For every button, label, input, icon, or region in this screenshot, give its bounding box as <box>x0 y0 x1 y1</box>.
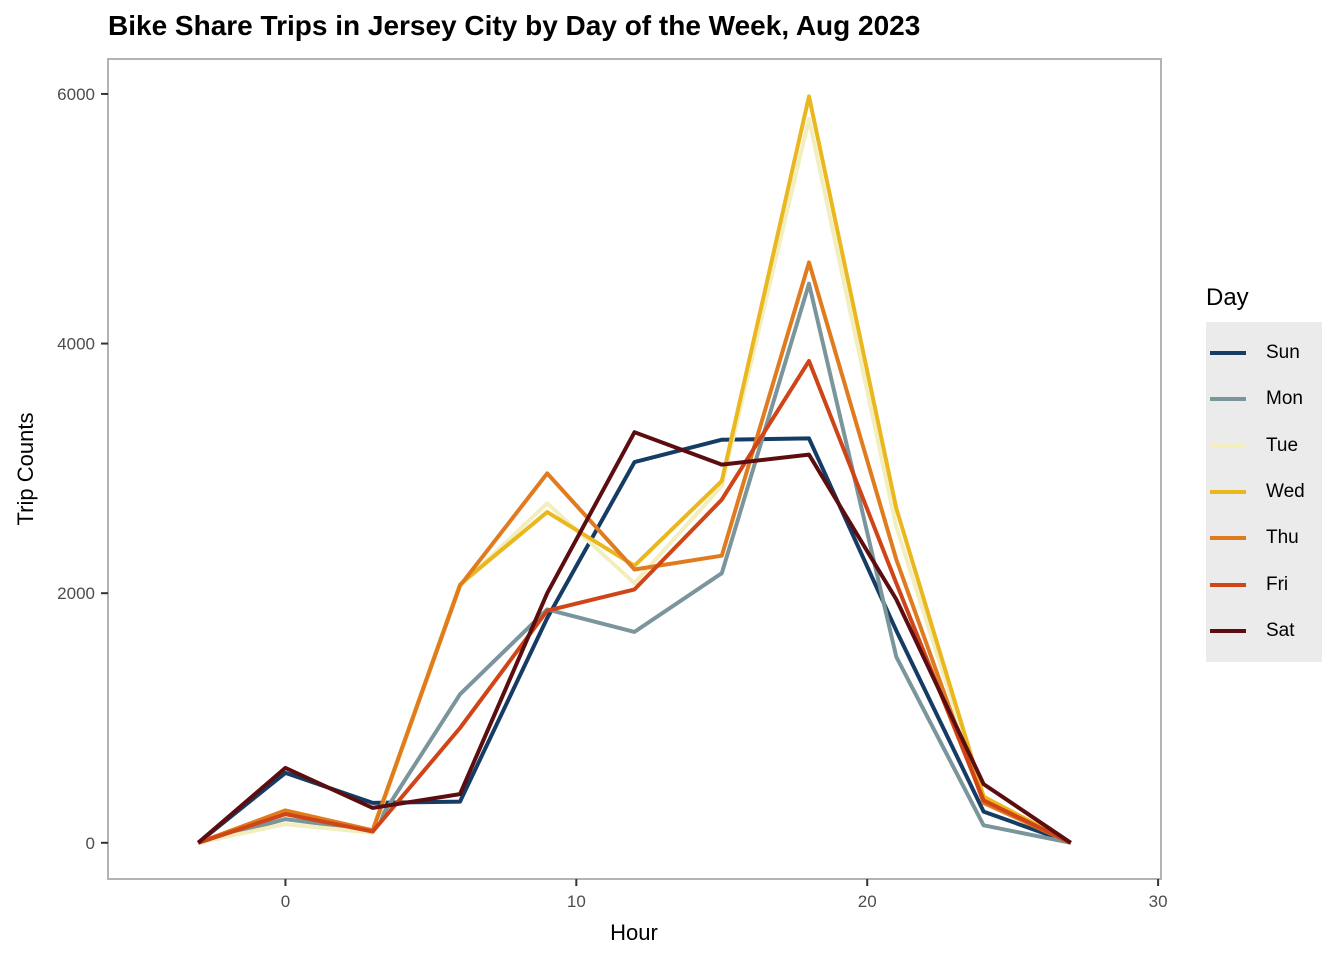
legend-label: Thu <box>1266 527 1299 549</box>
legend-item-sat: Sat <box>1206 608 1322 654</box>
legend-item-tue: Tue <box>1206 423 1322 469</box>
x-axis: 0 10 20 30 <box>281 879 1168 911</box>
series-line-thu <box>197 260 1072 845</box>
y-tick-label: 4000 <box>57 335 95 354</box>
y-axis: 0 2000 4000 6000 <box>57 85 108 853</box>
y-axis-title: Trip Counts <box>13 413 38 526</box>
x-tick-label: 30 <box>1149 892 1168 911</box>
legend-label: Fri <box>1266 573 1289 595</box>
legend-swatch <box>1210 536 1246 541</box>
x-tick-label: 20 <box>858 892 877 911</box>
legend-swatch <box>1210 628 1246 633</box>
legend-title: Day <box>1206 284 1249 311</box>
legend-label: Mon <box>1266 388 1303 410</box>
legend-item-fri: Fri <box>1206 561 1322 607</box>
legend-item-sun: Sun <box>1206 330 1322 376</box>
y-tick-label: 0 <box>86 834 95 853</box>
y-tick-label: 6000 <box>57 85 95 104</box>
series-line-fri <box>197 359 1072 845</box>
legend-keys: Sun Mon Tue Wed Thu Fri Sat <box>1206 322 1322 663</box>
legend-swatch <box>1210 443 1246 448</box>
series-line-sat <box>196 430 1072 845</box>
legend-item-mon: Mon <box>1206 376 1322 422</box>
y-tick-label: 2000 <box>57 584 95 603</box>
legend-swatch <box>1210 397 1246 402</box>
legend-item-wed: Wed <box>1206 469 1322 515</box>
x-tick-label: 0 <box>281 892 290 911</box>
x-tick-label: 10 <box>567 892 586 911</box>
legend-swatch <box>1210 351 1246 356</box>
legend: Day Sun Mon Tue Wed Thu Fri Sat <box>1206 284 1322 663</box>
legend-label: Sat <box>1266 619 1295 641</box>
plot-panel <box>107 58 1162 880</box>
chart-title: Bike Share Trips in Jersey City by Day o… <box>108 10 921 41</box>
legend-label: Wed <box>1266 481 1305 503</box>
x-axis-title: Hour <box>610 920 658 945</box>
legend-label: Tue <box>1266 434 1299 456</box>
legend-item-thu: Thu <box>1206 515 1322 561</box>
series-lines <box>196 94 1072 845</box>
legend-swatch <box>1210 582 1246 587</box>
legend-label: Sun <box>1266 342 1300 364</box>
legend-swatch <box>1210 490 1246 495</box>
series-line-tue <box>197 116 1072 845</box>
